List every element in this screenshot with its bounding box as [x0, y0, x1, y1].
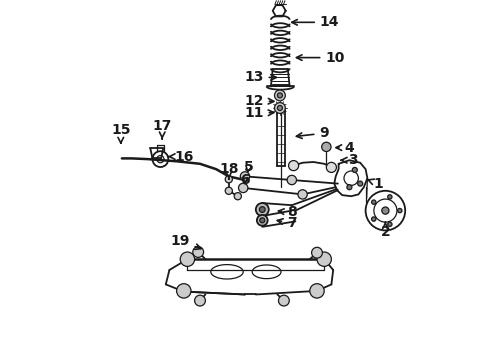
Circle shape	[274, 103, 285, 113]
Circle shape	[257, 215, 268, 226]
Circle shape	[193, 247, 204, 257]
Text: 12: 12	[244, 94, 274, 108]
Circle shape	[326, 162, 337, 172]
Circle shape	[358, 181, 363, 186]
Circle shape	[371, 217, 376, 221]
Circle shape	[176, 284, 191, 298]
Circle shape	[398, 208, 402, 213]
Text: 15: 15	[111, 123, 130, 143]
Text: 2: 2	[381, 222, 390, 239]
Text: 6: 6	[240, 173, 250, 187]
Circle shape	[225, 187, 232, 194]
Circle shape	[225, 176, 232, 183]
Circle shape	[388, 222, 392, 226]
Circle shape	[388, 195, 392, 199]
Circle shape	[259, 207, 265, 212]
Circle shape	[260, 218, 265, 223]
Text: 11: 11	[244, 107, 274, 120]
Circle shape	[310, 284, 324, 298]
Circle shape	[180, 252, 195, 266]
Text: 19: 19	[171, 234, 201, 249]
Text: 9: 9	[296, 126, 329, 140]
Circle shape	[382, 207, 389, 214]
Text: 5: 5	[244, 161, 253, 174]
Text: 1: 1	[368, 177, 383, 190]
Text: 4: 4	[336, 141, 354, 154]
Circle shape	[277, 93, 282, 98]
Circle shape	[312, 247, 322, 258]
Text: 3: 3	[342, 153, 358, 167]
Circle shape	[239, 183, 248, 193]
Circle shape	[321, 142, 331, 152]
Circle shape	[298, 190, 307, 199]
Circle shape	[256, 203, 269, 216]
Circle shape	[287, 175, 296, 185]
Text: 13: 13	[245, 71, 276, 84]
Text: 8: 8	[278, 206, 296, 219]
Circle shape	[234, 193, 242, 200]
Circle shape	[371, 200, 376, 204]
Text: 14: 14	[292, 15, 340, 29]
Text: 10: 10	[296, 51, 344, 64]
Circle shape	[195, 295, 205, 306]
Text: 17: 17	[152, 119, 172, 139]
Text: 18: 18	[219, 162, 239, 179]
Text: 16: 16	[169, 150, 194, 163]
Circle shape	[278, 295, 289, 306]
Circle shape	[352, 167, 357, 172]
Circle shape	[347, 185, 352, 190]
Circle shape	[317, 252, 331, 266]
Circle shape	[277, 105, 282, 111]
Text: 7: 7	[277, 216, 296, 230]
Circle shape	[240, 172, 250, 181]
Circle shape	[289, 161, 298, 171]
Circle shape	[274, 90, 285, 101]
